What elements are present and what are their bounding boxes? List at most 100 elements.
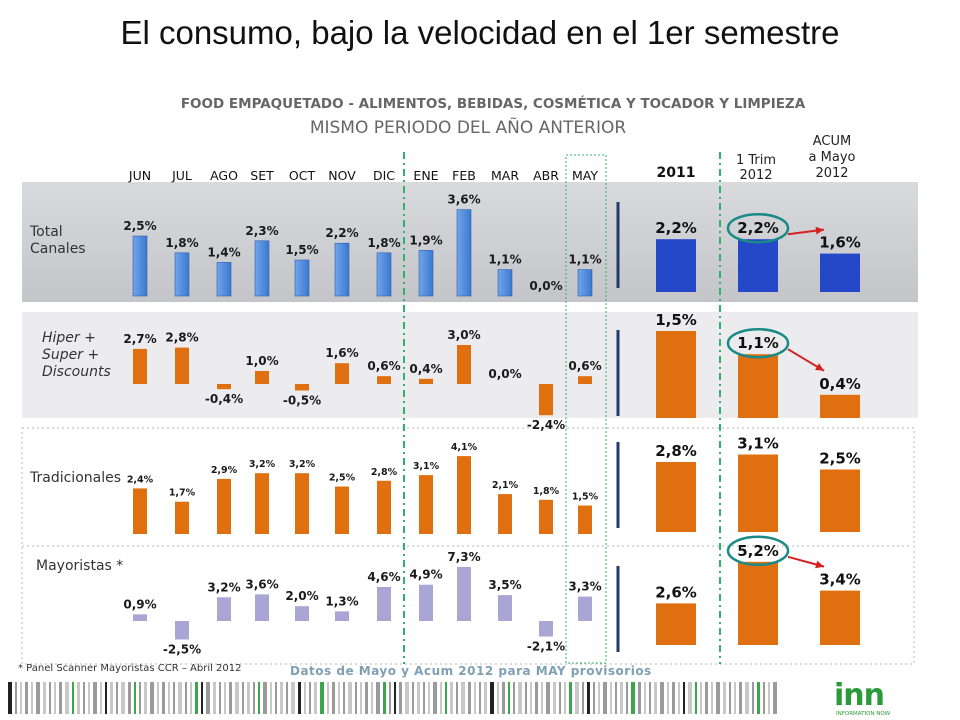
barcode-stripe-62 (360, 682, 362, 714)
barcode-stripe-45 (263, 682, 267, 714)
barcode-stripe-31 (185, 682, 187, 714)
bar-1-jul (175, 347, 189, 384)
barcode-stripe-65 (376, 682, 380, 714)
value-label-0-jul: 1,8% (165, 236, 198, 250)
value-label-2-feb: 4,1% (451, 442, 478, 453)
barcode-stripe-71 (412, 682, 414, 714)
barcode-stripe-111 (638, 682, 641, 714)
barcode-stripe-47 (275, 682, 277, 714)
column-headers: JUN JUL AGO SET OCT NOV DIC ENE FEB MAR ABR MAY 2011… (128, 134, 856, 183)
barcode-stripe-26 (157, 682, 159, 714)
barcode-stripe-92 (530, 682, 532, 714)
month-label-oct: OCT (289, 168, 316, 183)
bar-0-may (577, 269, 593, 297)
value-label-2-nov: 2,5% (329, 473, 356, 484)
provisional-note: Datos de Mayo y Acum 2012 para MAY provi… (290, 664, 652, 678)
month-label-feb: FEB (452, 168, 476, 183)
value-label-3-dic: 4,6% (367, 570, 400, 584)
value-label-3-feb: 7,3% (447, 550, 480, 564)
barcode-stripe-50 (291, 682, 295, 714)
barcode-stripe-4 (31, 682, 33, 714)
value-label-2-mar: 2,1% (492, 480, 519, 491)
barcode-stripe-108 (620, 682, 623, 714)
barcode-stripe-110 (631, 682, 635, 714)
barcode-stripe-121 (695, 682, 697, 714)
barcode-stripe-134 (768, 682, 770, 714)
barcode-stripe-23 (139, 682, 141, 714)
value-label-0-feb: 3,6% (447, 193, 480, 207)
bar-1-ene (419, 378, 433, 384)
barcode-stripe-99 (569, 682, 572, 714)
barcode-stripe-42 (247, 682, 250, 714)
barcode-stripe-2 (20, 682, 22, 714)
barcode-stripe-98 (564, 682, 566, 714)
barcode-stripe-14 (88, 682, 90, 714)
slide-title: El consumo, bajo la velocidad en el 1er … (120, 14, 840, 51)
barcode-stripe-114 (654, 682, 657, 714)
summary-bar-0-1 (738, 239, 778, 292)
barcode-stripe-109 (626, 682, 628, 714)
month-label-nov: NOV (328, 168, 356, 183)
summary-header-acum-2: 2012 (815, 166, 848, 181)
value-label-1-mar: 0,0% (488, 367, 521, 381)
bar-3-oct (295, 606, 309, 621)
barcode-stripe-113 (649, 682, 651, 714)
summary-bar-3-1 (738, 561, 778, 645)
summary-bar-2-1 (738, 454, 778, 532)
bar-0-ago (216, 262, 232, 297)
barcode-stripe-115 (660, 682, 664, 714)
summary-label-3-1: 5,2% (737, 542, 779, 560)
value-label-2-ene: 3,1% (413, 461, 440, 472)
barcode-stripe-53 (309, 682, 311, 714)
bar-3-may (578, 596, 592, 621)
summary-header-acum-0: ACUM (813, 134, 851, 149)
barcode-stripe-38 (224, 682, 226, 714)
barcode-stripe-84 (484, 682, 487, 714)
barcode-stripe-130 (745, 682, 749, 714)
value-label-0-ene: 1,9% (409, 233, 442, 247)
summary-label-2-0: 2,8% (655, 442, 697, 460)
bar-1-may (578, 376, 592, 384)
barcode-stripe-37 (219, 682, 221, 714)
barcode-stripe-96 (553, 682, 556, 714)
series-name-0-0: Total (29, 224, 63, 240)
bar-2-abr (539, 499, 553, 534)
value-label-2-may: 1,5% (572, 492, 599, 503)
barcode-stripe-46 (270, 682, 272, 714)
bar-2-feb (457, 456, 471, 534)
summary-bar-3-0 (656, 603, 696, 645)
barcode-stripe-116 (667, 682, 669, 714)
barcode-stripe-18 (110, 682, 113, 714)
value-label-2-abr: 1,8% (533, 486, 560, 497)
barcode-stripe-3 (25, 682, 28, 714)
barcode-stripe-76 (440, 682, 442, 714)
value-label-2-ago: 2,9% (211, 465, 238, 476)
barcode-stripe-10 (65, 682, 69, 714)
series-name-0-1: Canales (30, 241, 86, 257)
bar-2-oct (295, 473, 309, 534)
barcode-stripe-81 (468, 682, 471, 714)
barcode-stripe-33 (195, 682, 198, 714)
barcode-stripe-118 (678, 682, 680, 714)
barcode-stripe-70 (405, 682, 409, 714)
bar-3-dic (377, 586, 391, 621)
bar-1-dic (377, 376, 391, 384)
barcode-stripe-58 (338, 682, 340, 714)
value-label-2-jul: 1,7% (169, 488, 196, 499)
highlight-circle-1 (726, 327, 790, 359)
bar-0-nov (334, 242, 350, 297)
value-label-3-ene: 4,9% (409, 568, 442, 582)
bar-2-may (578, 505, 592, 534)
value-label-3-set: 3,6% (245, 577, 278, 591)
barcode-stripe-102 (587, 682, 590, 714)
barcode-stripe-34 (201, 682, 203, 714)
barcode-stripe-122 (700, 682, 702, 714)
barcode-stripe-39 (229, 682, 232, 714)
value-label-3-jun: 0,9% (123, 597, 156, 611)
summary-bar-1-1 (738, 354, 778, 418)
barcode-stripe-32 (190, 682, 192, 714)
barcode-stripe-75 (433, 682, 437, 714)
value-label-2-oct: 3,2% (289, 459, 316, 470)
month-label-ago: AGO (210, 168, 238, 183)
barcode-stripe-48 (280, 682, 283, 714)
